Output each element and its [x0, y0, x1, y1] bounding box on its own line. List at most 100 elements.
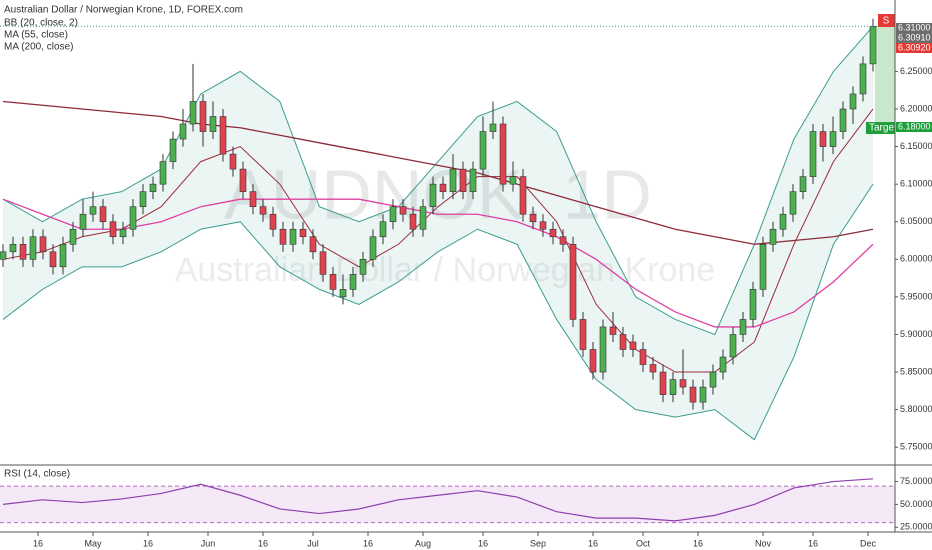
- candle-body: [649, 364, 657, 373]
- candle-body: [679, 379, 687, 388]
- bb-basis: [2, 108, 874, 373]
- y-tick-label: 75.0000: [900, 476, 932, 486]
- rsi-line: [2, 478, 874, 522]
- candle-body: [559, 236, 567, 245]
- candle-body: [119, 228, 127, 238]
- candle-body: [719, 356, 727, 373]
- candle-body: [399, 206, 407, 215]
- stop-label: S: [883, 16, 890, 27]
- candle-body: [219, 116, 227, 155]
- candle-body: [359, 259, 367, 275]
- candle-body: [389, 206, 397, 223]
- price-tag-label: 6.30910: [898, 32, 931, 42]
- indicator-label: BB (20, close, 2): [4, 18, 78, 29]
- candle-body: [19, 243, 27, 260]
- x-tick-label: Jun: [201, 538, 216, 548]
- candle-body: [249, 191, 257, 207]
- candle-body: [759, 243, 767, 290]
- candle-body: [589, 349, 597, 373]
- x-tick-label: Nov: [755, 538, 772, 548]
- candle-body: [849, 93, 857, 110]
- x-tick-label: 16: [33, 538, 43, 548]
- candle-body: [619, 334, 627, 350]
- y-tick-label: 6.10000: [900, 179, 932, 189]
- x-tick-label: 16: [808, 538, 818, 548]
- price-tag: [896, 33, 932, 43]
- candle-body: [429, 183, 437, 207]
- y-tick-label: 6.15000: [900, 141, 932, 151]
- bb-lower: [2, 183, 874, 441]
- candle-body: [599, 326, 607, 373]
- y-tick-label: 6.00000: [900, 254, 932, 264]
- candle-body: [609, 326, 617, 335]
- candle-body: [779, 213, 787, 230]
- candle-body: [299, 228, 307, 238]
- x-tick-label: 16: [363, 538, 373, 548]
- x-tick-label: 16: [478, 538, 488, 548]
- candle-body: [209, 116, 217, 132]
- x-tick-label: Dec: [860, 538, 877, 548]
- y-tick-label: 5.95000: [900, 291, 932, 301]
- candle-body: [369, 236, 377, 260]
- rsi-band: [0, 486, 895, 523]
- price-tag: [896, 122, 932, 133]
- candle-body: [99, 206, 107, 223]
- y-tick-label: 50.0000: [900, 499, 932, 509]
- candle-body: [89, 206, 97, 215]
- indicator-label: MA (200, close): [4, 42, 73, 53]
- candle-body: [499, 123, 507, 185]
- x-tick-label: 16: [588, 538, 598, 548]
- candle-body: [109, 221, 117, 238]
- candle-body: [839, 108, 847, 132]
- candle-body: [489, 123, 497, 132]
- candle-body: [189, 101, 197, 125]
- candle-body: [79, 213, 87, 230]
- target-zone: [875, 26, 895, 125]
- candle-body: [509, 176, 517, 185]
- candle-body: [659, 371, 667, 395]
- candle-body: [579, 319, 587, 350]
- watermark: AUDNOK, 1D: [224, 155, 652, 233]
- candle-body: [419, 206, 427, 230]
- candle-body: [169, 138, 177, 162]
- candle-body: [769, 228, 777, 245]
- candle-body: [699, 386, 707, 403]
- price-tag: [896, 23, 932, 33]
- candle-body: [819, 131, 827, 147]
- candle-body: [859, 63, 867, 95]
- x-tick-label: Aug: [415, 538, 431, 548]
- candle-body: [639, 349, 647, 365]
- candle-body: [269, 213, 277, 230]
- y-tick-label: 6.25000: [900, 66, 932, 76]
- chart-title: Australian Dollar / Norwegian Krone, 1D,…: [4, 5, 243, 16]
- moving-average: [2, 100, 874, 245]
- candle-body: [129, 206, 137, 230]
- x-tick-label: 16: [693, 538, 703, 548]
- target-tag: [866, 122, 895, 135]
- candle-body: [809, 131, 817, 177]
- candle-body: [349, 274, 357, 290]
- x-tick-label: Oct: [636, 538, 651, 548]
- candle-body: [459, 168, 467, 192]
- candle-body: [789, 191, 797, 215]
- candle-body: [729, 334, 737, 358]
- candle-body: [439, 183, 447, 192]
- candle-body: [139, 191, 147, 207]
- stop-tag: [878, 14, 895, 27]
- candle-body: [629, 341, 637, 350]
- candle-body: [239, 168, 247, 192]
- candle-body: [709, 371, 717, 388]
- candle-body: [319, 251, 327, 275]
- price-tag-label: 6.31000: [898, 22, 931, 32]
- candle-body: [29, 236, 37, 260]
- price-tag-label: 6.30920: [898, 42, 931, 52]
- candle-body: [799, 176, 807, 192]
- rsi-title: RSI (14, close): [4, 469, 70, 480]
- candle-body: [689, 386, 697, 403]
- candle-body: [59, 243, 67, 268]
- x-tick-label: 16: [258, 538, 268, 548]
- candle-body: [339, 289, 347, 298]
- candle-body: [549, 228, 557, 238]
